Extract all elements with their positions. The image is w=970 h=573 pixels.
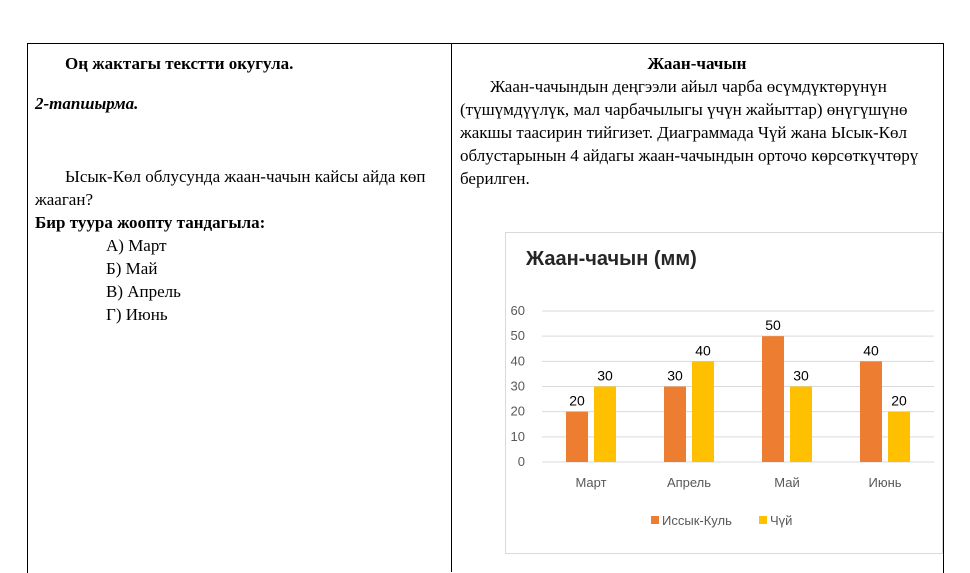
legend-label: Чүй: [770, 513, 792, 528]
y-tick-label: 10: [511, 429, 525, 444]
option-d[interactable]: Г) Июнь: [106, 305, 168, 324]
bar: [566, 411, 588, 462]
table-frame: [27, 43, 944, 573]
option-c[interactable]: В) Апрель: [106, 282, 181, 301]
x-tick-label: Март: [575, 475, 606, 490]
data-label: 20: [891, 393, 907, 409]
instruction-text: Оң жактагы текстти окугула.: [65, 54, 294, 73]
bar: [664, 386, 686, 462]
right-column: Жаан-чачын Жаан-чачындын деңгээли айыл ч…: [460, 52, 934, 190]
data-label: 20: [569, 393, 585, 409]
precipitation-chart: Жаан-чачын (мм) 0 10 20 30 40 50 60 Март 20 30 Апр…: [505, 232, 943, 554]
legend-swatch: [651, 516, 659, 524]
data-label: 30: [597, 368, 613, 384]
data-label: 40: [695, 342, 711, 358]
text-title: Жаан-чачын: [647, 54, 747, 73]
option-a[interactable]: А) Март: [106, 236, 167, 255]
y-tick-label: 50: [511, 328, 525, 343]
task-label: 2-тапшырма.: [35, 94, 139, 113]
text-paragraph: Жаан-чачындын деңгээли айыл чарба өсүмдү…: [460, 77, 919, 188]
data-label: 40: [863, 342, 879, 358]
option-b[interactable]: Б) Май: [106, 259, 158, 278]
bar: [790, 386, 812, 462]
data-label: 30: [793, 368, 809, 384]
column-divider: [451, 43, 452, 572]
answer-prompt: Бир туура жоопту тандагыла:: [35, 213, 266, 232]
y-tick-label: 40: [511, 353, 525, 368]
y-tick-label: 60: [511, 303, 525, 318]
legend-label: Иссык-Куль: [662, 513, 732, 528]
legend-swatch: [759, 516, 767, 524]
y-tick-label: 0: [518, 454, 525, 469]
x-tick-label: Май: [774, 475, 799, 490]
y-tick-label: 30: [511, 379, 525, 394]
question-text: Ысык-Көл облусунда жаан-чачын кайсы айда…: [35, 167, 426, 209]
data-label: 30: [667, 368, 683, 384]
answer-options: А) Март Б) Май В) Апрель Г) Июнь: [106, 234, 440, 326]
x-tick-label: Апрель: [667, 475, 711, 490]
chart-svg: Жаан-чачын (мм) 0 10 20 30 40 50 60 Март 20 30 Апр…: [511, 248, 934, 528]
bar: [762, 336, 784, 462]
left-column: Оң жактагы текстти окугула. 2-тапшырма. …: [35, 52, 440, 326]
data-label: 50: [765, 317, 781, 333]
bar: [860, 361, 882, 462]
bar: [594, 386, 616, 462]
y-tick-label: 20: [511, 404, 525, 419]
x-tick-label: Июнь: [868, 475, 901, 490]
bar: [888, 411, 910, 462]
bar: [692, 361, 714, 462]
chart-title: Жаан-чачын (мм): [525, 248, 697, 270]
